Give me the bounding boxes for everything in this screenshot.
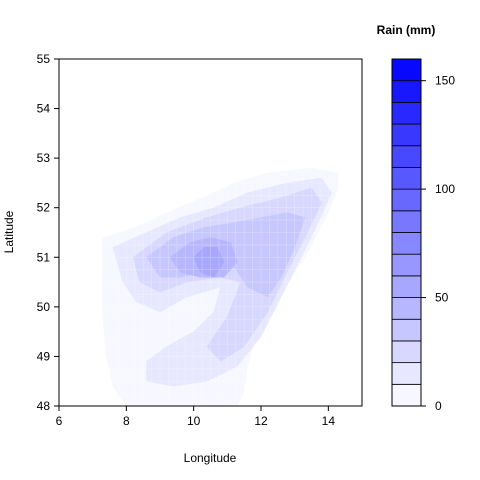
x-tick-label: 8 — [123, 414, 130, 428]
colorbar-tick-label: 0 — [435, 399, 442, 413]
colorbar-band — [391, 58, 422, 82]
colorbar-band — [391, 123, 422, 147]
y-tick-label: 49 — [37, 349, 51, 363]
colorbar-band — [391, 210, 422, 233]
x-tick-label: 6 — [56, 414, 63, 428]
y-tick-label: 48 — [37, 399, 51, 413]
colorbar-band — [391, 101, 422, 125]
colorbar-band — [391, 145, 422, 168]
plot-panel-border — [58, 58, 363, 407]
colorbar-band — [391, 253, 422, 277]
y-tick-label: 50 — [37, 300, 51, 314]
y-tick-label: 54 — [37, 102, 51, 116]
contour-region-level-60 — [193, 247, 225, 278]
colorbar-band — [391, 362, 422, 385]
colorbar-tick-label: 150 — [435, 74, 455, 88]
x-tick-label: 10 — [187, 414, 201, 428]
raster-grid — [100, 163, 346, 406]
colorbar-band — [391, 383, 422, 407]
x-tick-label: 14 — [322, 414, 336, 428]
y-axis-title: Latitude — [2, 210, 16, 253]
y-axis: 48 49 50 51 52 53 54 55 — [37, 52, 59, 413]
colorbar: 0 50 100 150 — [391, 58, 455, 413]
y-tick-label: 51 — [37, 250, 51, 264]
x-tick-label: 12 — [254, 414, 268, 428]
y-tick-label: 53 — [37, 151, 51, 165]
colorbar-band — [391, 232, 422, 255]
colorbar-band — [391, 318, 422, 342]
colorbar-band — [391, 80, 422, 103]
legend-title: Rain (mm) — [377, 23, 436, 37]
colorbar-tick-label: 100 — [435, 182, 455, 196]
colorbar-band — [391, 188, 422, 212]
y-tick-label: 55 — [37, 52, 51, 66]
contour-regions — [100, 163, 346, 406]
x-axis-title: Longitude — [184, 451, 237, 465]
colorbar-band — [391, 297, 422, 320]
colorbar-band — [391, 275, 422, 298]
y-tick-label: 52 — [37, 201, 51, 215]
colorbar-border — [391, 58, 422, 407]
x-axis: 6 8 10 12 14 — [56, 406, 336, 428]
colorbar-tick-label: 50 — [435, 291, 449, 305]
colorbar-band — [391, 167, 422, 190]
colorbar-band — [391, 340, 422, 364]
